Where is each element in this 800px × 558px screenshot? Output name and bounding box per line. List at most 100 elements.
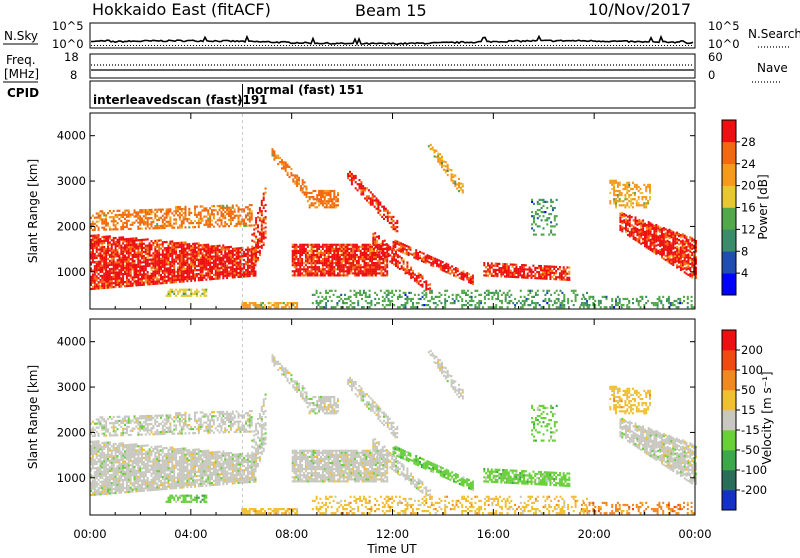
power-cell [355, 177, 357, 179]
power-cell [440, 302, 442, 304]
power-cell [203, 277, 205, 279]
power-cell [516, 302, 518, 304]
power-cell [653, 233, 655, 235]
power-cell [418, 283, 420, 285]
power-cell [396, 226, 398, 228]
power-cell [128, 256, 130, 258]
power-cell [316, 302, 318, 304]
power-cell [423, 294, 425, 296]
power-cell [381, 270, 383, 272]
power-cell [221, 253, 223, 255]
power-cell [435, 296, 437, 298]
power-cell [139, 261, 141, 263]
power-cell [107, 212, 109, 214]
power-cell [135, 276, 137, 278]
power-cell [154, 215, 156, 217]
power-cell [684, 243, 686, 245]
power-cell [200, 259, 202, 261]
power-cell [158, 268, 160, 270]
power-cell [613, 202, 615, 204]
power-cell [117, 265, 119, 267]
power-cell [319, 300, 321, 302]
power-cell [667, 242, 669, 244]
power-cell [103, 262, 105, 264]
power-cell [215, 265, 217, 267]
power-cell [600, 300, 602, 302]
power-cell [638, 304, 640, 306]
power-cell [126, 277, 128, 279]
power-cell [260, 306, 262, 308]
power-cell [207, 224, 209, 226]
power-cell [207, 260, 209, 262]
power-cell [272, 154, 274, 156]
power-cell [341, 264, 343, 266]
power-cell [658, 298, 660, 300]
power-cell [357, 183, 359, 185]
power-cell [160, 209, 162, 211]
power-cell [313, 202, 315, 204]
power-cell [345, 274, 347, 276]
power-cell [667, 252, 669, 254]
power-cell [418, 302, 420, 304]
power-cell [362, 260, 364, 262]
power-cell [166, 213, 168, 215]
power-cell [360, 183, 362, 185]
power-cell [674, 239, 676, 241]
power-cell [463, 272, 465, 274]
power-cell [209, 270, 211, 272]
power-cell [413, 252, 415, 254]
power-cell [139, 217, 141, 219]
power-cell [449, 273, 451, 275]
power-cell [372, 235, 374, 237]
power-cell [117, 249, 119, 251]
power-cell [111, 247, 113, 249]
power-cell [186, 258, 188, 260]
power-cell [645, 202, 647, 204]
power-cell [177, 262, 179, 264]
power-cell [200, 216, 202, 218]
power-cell [461, 298, 463, 300]
power-cell [633, 234, 635, 236]
power-cell [115, 241, 117, 243]
power-cell [105, 240, 107, 242]
power-cell [156, 244, 158, 246]
power-cell [657, 236, 659, 238]
power-cell [113, 224, 115, 226]
power-cell [667, 248, 669, 250]
power-cell [115, 270, 117, 272]
power-cell [168, 255, 170, 257]
power-cell [196, 206, 198, 208]
power-cell [166, 261, 168, 263]
power-cell [339, 264, 341, 266]
power-cell [626, 204, 628, 206]
power-cell [236, 225, 238, 227]
power-cell [636, 224, 638, 226]
power-cell [463, 270, 465, 272]
power-cell [668, 300, 670, 302]
power-cell [367, 266, 369, 268]
power-cell [615, 198, 617, 200]
power-cell [648, 235, 650, 237]
power-cell [164, 274, 166, 276]
power-cell [292, 174, 294, 176]
power-cell [120, 228, 122, 230]
power-cell [366, 197, 368, 199]
power-cell [311, 196, 313, 198]
power-cell [384, 270, 386, 272]
power-cell [181, 270, 183, 272]
power-cell [230, 213, 232, 215]
power-cell [239, 247, 241, 249]
power-cell [369, 296, 371, 298]
power-cell [444, 298, 446, 300]
power-cell [203, 248, 205, 250]
power-cell [215, 274, 217, 276]
power-cell [441, 158, 443, 160]
power-cell [207, 264, 209, 266]
power-cell [103, 220, 105, 222]
power-cell [331, 270, 333, 272]
power-cell [222, 257, 224, 259]
power-cell [318, 274, 320, 276]
power-cell [192, 261, 194, 263]
power-cell [474, 306, 476, 308]
power-cell [670, 252, 672, 254]
